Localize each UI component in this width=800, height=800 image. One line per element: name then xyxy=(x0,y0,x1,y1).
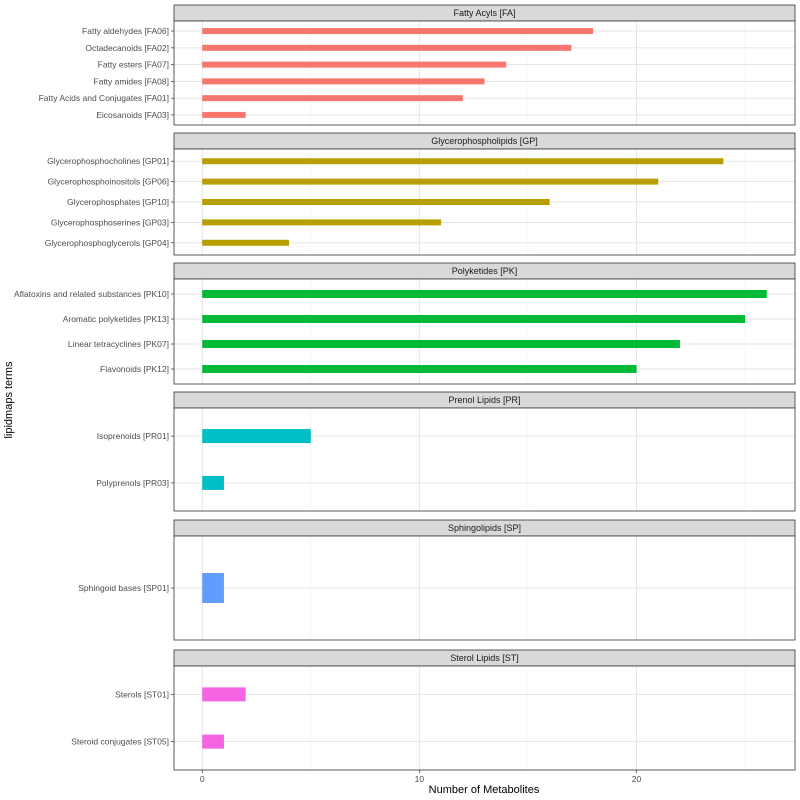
bar xyxy=(202,475,224,490)
chart-panels: Fatty Acyls [FA] Fatty aldehydes [FA06] Oc… xyxy=(14,4,796,771)
bar xyxy=(202,61,507,68)
bar xyxy=(202,178,659,185)
panel-border xyxy=(173,535,796,641)
facet-title: Polyketides [PK] xyxy=(452,266,518,276)
bar xyxy=(202,95,463,102)
bar xyxy=(202,365,637,373)
facet-panel: Sterol Lipids [ST] Sterols [ST01] Steroid … xyxy=(71,649,796,771)
category-label: Sphingoid bases [SP01] xyxy=(78,583,169,593)
bar xyxy=(202,573,224,603)
category-label: Eicosanoids [FA03] xyxy=(96,110,169,120)
x-axis: 0 10 20 xyxy=(200,770,642,784)
y-axis-title: lipidmaps terms xyxy=(3,361,15,439)
bar xyxy=(202,158,724,165)
facet-title: Prenol Lipids [PR] xyxy=(448,395,520,405)
x-tick-label: 0 xyxy=(200,774,205,784)
category-label: Octadecanoids [FA02] xyxy=(85,43,169,53)
bar xyxy=(202,315,746,323)
panel-background xyxy=(174,21,795,125)
facet-title: Sterol Lipids [ST] xyxy=(450,653,519,663)
panel-border xyxy=(173,407,796,512)
category-label: Steroid conjugates [ST05] xyxy=(71,737,169,747)
facet-panel: Fatty Acyls [FA] Fatty aldehydes [FA06] Oc… xyxy=(39,4,796,126)
panel-border xyxy=(173,278,796,385)
x-tick-label: 10 xyxy=(415,774,425,784)
category-label: Fatty amides [FA08] xyxy=(93,76,169,86)
category-label: Glycerophosphoserines [GP03] xyxy=(51,217,169,227)
bar xyxy=(202,239,290,246)
category-label: Aromatic polyketides [PK13] xyxy=(63,314,169,324)
facet-panel: Prenol Lipids [PR] Isoprenoids [PR01] Poly… xyxy=(96,391,796,512)
category-label: Fatty Acids and Conjugates [FA01] xyxy=(39,93,169,103)
category-label: Glycerophosphates [GP10] xyxy=(67,197,169,207)
bar xyxy=(202,199,550,205)
bar xyxy=(202,734,224,749)
facet-panel: Polyketides [PK] Aflatoxins and related s… xyxy=(14,262,796,385)
bar xyxy=(202,340,680,348)
bar xyxy=(202,429,311,444)
bar xyxy=(202,219,442,226)
category-label: Isoprenoids [PR01] xyxy=(97,431,169,441)
bar xyxy=(202,290,767,298)
panel-background xyxy=(174,666,795,770)
bar xyxy=(202,111,246,118)
x-tick-label: 20 xyxy=(632,774,642,784)
bar xyxy=(202,78,485,85)
facet-panel: Glycerophospholipids [GP] Glycerophosphoc… xyxy=(45,132,796,256)
bar xyxy=(202,687,246,702)
category-label: Aflatoxins and related substances [PK10] xyxy=(14,289,169,299)
category-label: Fatty esters [FA07] xyxy=(98,60,169,70)
bar xyxy=(202,28,594,35)
facet-panel: Sphingolipids [SP] Sphingoid bases [SP01] xyxy=(78,519,796,641)
panel-border xyxy=(173,20,796,126)
facet-title: Glycerophospholipids [GP] xyxy=(431,136,538,146)
category-label: Glycerophosphocholines [GP01] xyxy=(47,156,169,166)
facet-title: Fatty Acyls [FA] xyxy=(453,8,515,18)
panel-background xyxy=(174,408,795,511)
category-label: Polyprenols [PR03] xyxy=(96,478,169,488)
category-label: Glycerophosphoinositols [GP06] xyxy=(48,177,169,187)
panel-border xyxy=(173,665,796,771)
category-label: Fatty aldehydes [FA06] xyxy=(82,26,169,36)
bar xyxy=(202,44,572,51)
category-label: Linear tetracyclines [PK07] xyxy=(68,339,169,349)
category-label: Glycerophosphoglycerols [GP04] xyxy=(45,238,169,248)
facet-title: Sphingolipids [SP] xyxy=(448,523,521,533)
category-label: Sterols [ST01] xyxy=(115,689,169,699)
panel-border xyxy=(173,148,796,256)
category-label: Flavonoids [PK12] xyxy=(100,364,169,374)
x-axis-title: Number of Metabolites xyxy=(429,784,540,796)
